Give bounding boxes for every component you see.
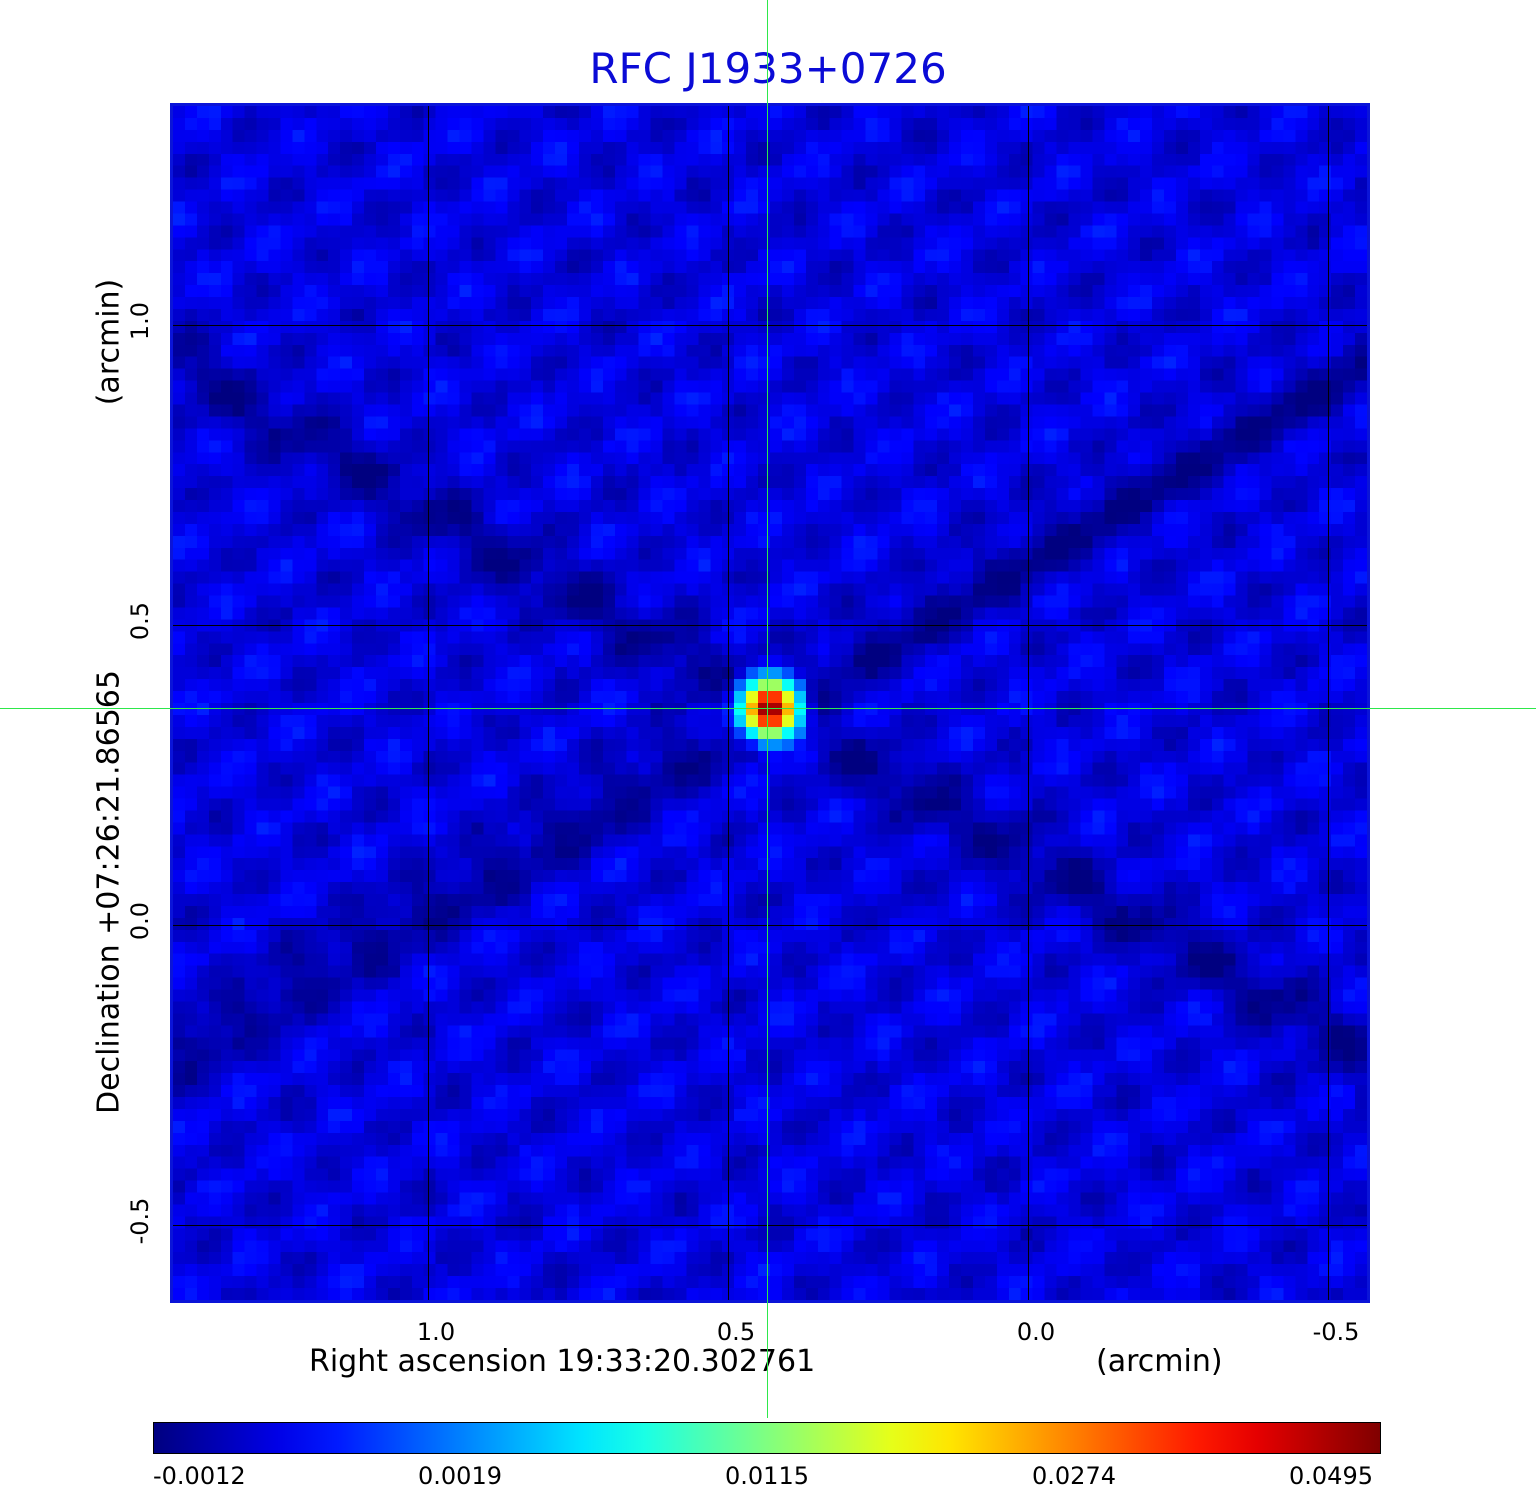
x-axis-unit: (arcmin) (1096, 1344, 1223, 1379)
colorbar-tick-label: 0.0115 (725, 1462, 809, 1490)
grid-line-y (173, 625, 1367, 626)
chart-title: RFC J1933+0726 (589, 44, 947, 93)
x-axis-label: Right ascension 19:33:20.302761 (309, 1344, 816, 1379)
x-tick-label: 0.5 (716, 1318, 756, 1346)
x-tick-label: 1.0 (416, 1318, 456, 1346)
y-tick-label: 0.5 (126, 601, 154, 641)
radio-map (170, 103, 1370, 1303)
colorbar-tick-label: -0.0012 (153, 1462, 246, 1490)
y-axis-label: Declination +07:26:21.86565 (91, 670, 127, 1114)
grid-line-y (173, 925, 1367, 926)
grid-line-y (173, 325, 1367, 326)
y-axis-unit: (arcmin) (91, 278, 127, 406)
colorbar-tick-label: 0.0495 (1289, 1462, 1373, 1490)
grid-line-y (173, 1225, 1367, 1226)
x-tick-label: 0.0 (1016, 1318, 1056, 1346)
colorbar-tick-label: 0.0019 (418, 1462, 502, 1490)
x-tick-label: -0.5 (1312, 1318, 1360, 1346)
grid-line-x (728, 106, 729, 1300)
y-tick-label: 0.0 (126, 901, 154, 941)
colorbar-tick-label: 0.0274 (1032, 1462, 1116, 1490)
crosshair-horizontal (0, 708, 1536, 709)
crosshair-vertical (767, 0, 768, 1418)
grid-line-x (1328, 106, 1329, 1300)
y-tick-label: -0.5 (126, 1197, 154, 1245)
colorbar (153, 1422, 1381, 1454)
grid-line-x (428, 106, 429, 1300)
grid-line-x (1028, 106, 1029, 1300)
intensity-image (173, 106, 1367, 1300)
y-tick-label: 1.0 (126, 301, 154, 341)
